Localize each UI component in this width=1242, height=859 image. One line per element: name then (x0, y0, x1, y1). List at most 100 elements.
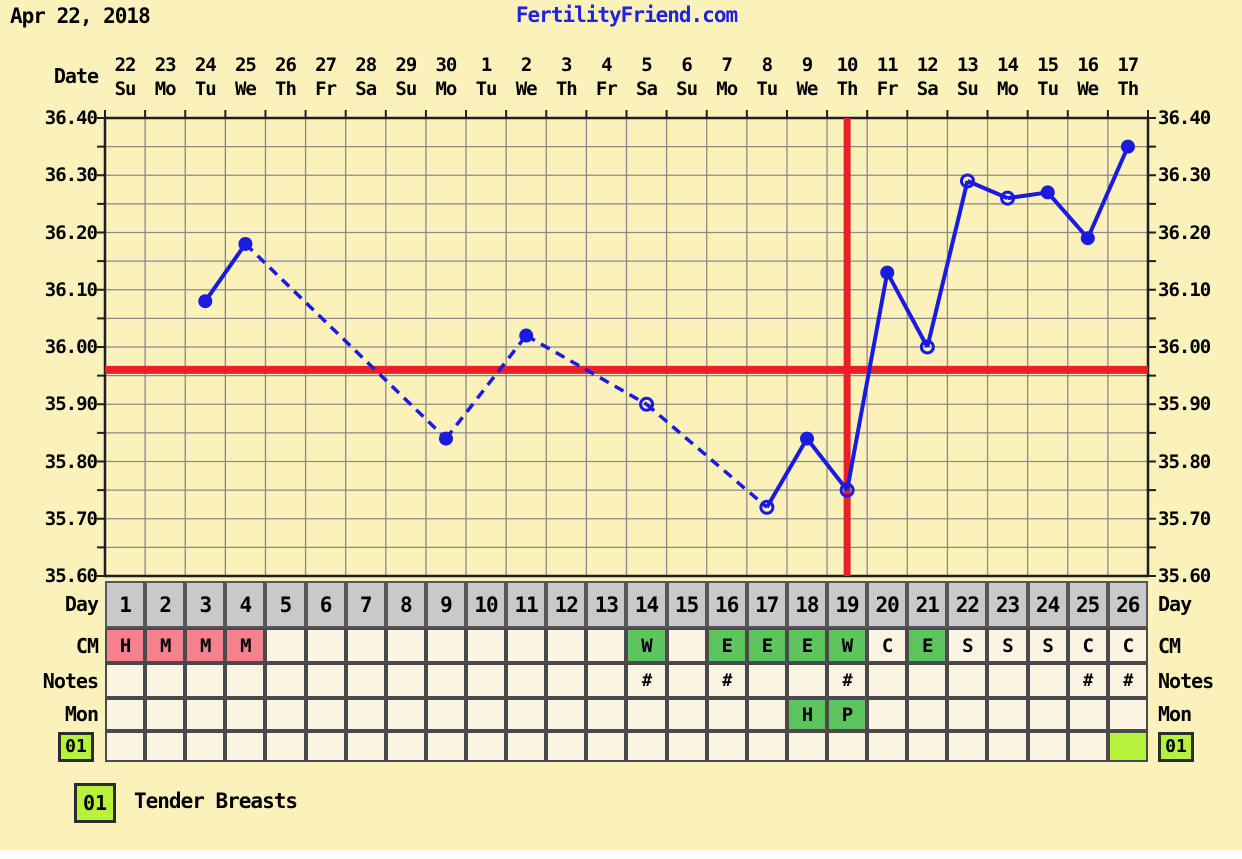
date-cell: 6 (681, 54, 692, 76)
date-cell: 4 (601, 54, 612, 76)
temp-tick-label-left: 35.90 (44, 393, 98, 416)
temp-tick-label-right: 35.70 (1158, 507, 1211, 530)
temp-tick-label-right: 36.00 (1158, 336, 1211, 358)
temp-point-filled (1040, 185, 1055, 200)
temp-point-filled (1120, 139, 1135, 154)
date-cell: 22 (114, 54, 137, 76)
monitor-cell (105, 698, 146, 731)
symptom-cell (546, 731, 587, 762)
symptom-cell (987, 731, 1028, 762)
weekday-cell: Th (555, 78, 578, 100)
symptom-code-box-left: 01 (58, 732, 94, 762)
symptom-cell (185, 731, 226, 762)
notes-cell (546, 663, 587, 698)
cm-cell: S (947, 628, 988, 663)
monitor-cell (987, 698, 1028, 731)
weekday-cell: Su (676, 78, 698, 100)
symptom-cell (305, 731, 346, 762)
symptom-cell (947, 731, 988, 762)
monitor-cell: P (826, 698, 868, 731)
date-cell: 24 (194, 54, 217, 76)
cm-cell: S (1027, 628, 1068, 663)
symptom-cell (506, 731, 547, 762)
cm-cell: E (786, 628, 827, 663)
monitor-cell (947, 698, 988, 731)
temp-segment-solid (885, 271, 930, 348)
weekday-cell: Fr (876, 78, 899, 100)
symptom-cell (465, 731, 507, 762)
notes-cell (345, 663, 386, 698)
monitor-cell (145, 698, 186, 731)
monitor-cell (225, 698, 266, 731)
date-cell: 13 (956, 54, 979, 76)
weekday-cell: Su (114, 78, 137, 100)
cm-cell: M (185, 628, 226, 663)
symptom-cell (626, 731, 667, 762)
monitor-cell (1027, 698, 1068, 731)
temp-point-filled (880, 265, 895, 280)
chart-frame (103, 116, 1150, 578)
day-cell: 19 (826, 581, 868, 628)
date-cell: 16 (1077, 54, 1099, 76)
notes-cell (987, 663, 1028, 698)
weekday-cell: Th (836, 78, 859, 100)
cm-cell: S (987, 628, 1028, 663)
monitor-cell (666, 698, 707, 731)
legend-symptom-text: Tender Breasts (134, 789, 298, 813)
notes-cell (867, 663, 908, 698)
weekday-cell: Tu (194, 78, 217, 100)
notes-cell (145, 663, 186, 698)
temp-tick-label-left: 36.20 (44, 221, 98, 244)
monitor-cell (907, 698, 948, 731)
cm-cell (506, 628, 547, 663)
temp-point-open (759, 499, 775, 515)
notes-cell (1027, 663, 1068, 698)
weekday-cell: Th (1117, 78, 1139, 100)
cm-cell: W (826, 628, 868, 663)
day-cell: 8 (385, 581, 426, 628)
day-cell: 13 (586, 581, 627, 628)
weekday-cell: Tu (756, 78, 778, 100)
temp-segment-solid (765, 437, 809, 509)
day-cell: 24 (1027, 581, 1068, 628)
weekday-cell: Su (956, 78, 979, 100)
cm-cell: M (145, 628, 186, 663)
weekday-cell: Fr (315, 78, 337, 100)
cm-cell (345, 628, 386, 663)
temp-point-open (839, 482, 855, 498)
cm-cell: E (907, 628, 948, 663)
temp-point-filled (800, 431, 815, 446)
cm-cell (546, 628, 587, 663)
date-cell: 25 (234, 54, 257, 76)
temp-tick-label-left: 35.80 (44, 450, 98, 473)
bottom-strip (0, 850, 1242, 859)
site-title-link[interactable]: FertilityFriend.com (515, 3, 738, 27)
temp-point-open (639, 396, 655, 412)
notes-cell (385, 663, 426, 698)
symptom-cell (425, 731, 466, 762)
notes-cell (786, 663, 827, 698)
symptom-cell (345, 731, 386, 762)
temp-segment-solid (203, 242, 248, 303)
date-cell: 5 (641, 54, 652, 76)
monitor-cell (586, 698, 627, 731)
weekday-cell: Tu (475, 78, 498, 100)
symptom-cell (706, 731, 747, 762)
date-row: 22 23 24 25 26 27 28 29 30 1 2 3 4 5 6 7 8 9 10 11 12 13 14 15 1… (105, 54, 1148, 76)
symptom-cell (586, 731, 627, 762)
notes-cell: # (826, 663, 868, 698)
monitor-cell (706, 698, 747, 731)
monitor-cell (345, 698, 386, 731)
temp-segment-dashed (244, 242, 448, 440)
monitor-cell (425, 698, 466, 731)
notes-cell (506, 663, 547, 698)
monitor-cell (465, 698, 507, 731)
day-cell: 25 (1067, 581, 1108, 628)
symptom-cell (867, 731, 908, 762)
temp-segment-solid (845, 272, 890, 491)
cm-cell: C (867, 628, 908, 663)
day-cell: 16 (706, 581, 747, 628)
temp-segment-dashed (444, 334, 528, 440)
